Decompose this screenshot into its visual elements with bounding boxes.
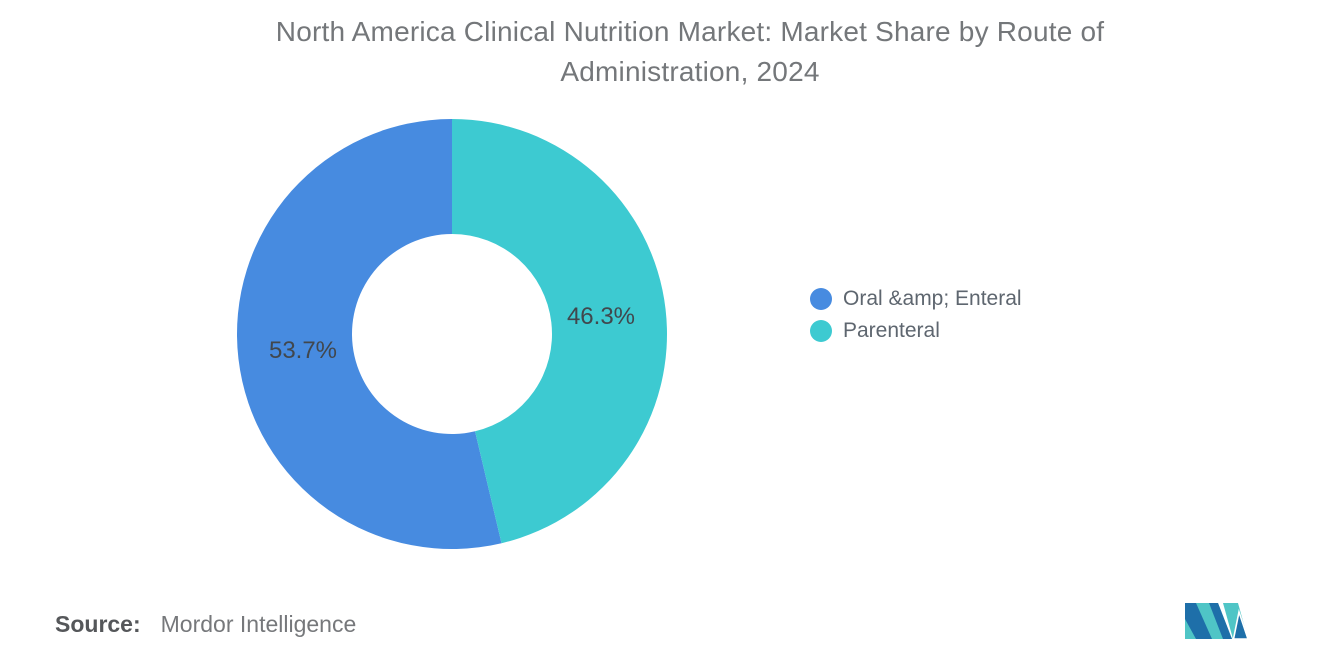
legend-item-oral-enteral[interactable]: Oral &amp; Enteral (810, 283, 1022, 315)
legend-label: Oral &amp; Enteral (843, 287, 1022, 310)
logo-shape-blue-band2 (1209, 603, 1232, 639)
slice-parenteral[interactable] (452, 119, 668, 544)
legend: Oral &amp; Enteral Parenteral (810, 283, 1022, 347)
legend-item-parenteral[interactable]: Parenteral (810, 315, 1022, 347)
source-line: Source: Mordor Intelligence (55, 611, 356, 638)
slice-oral-amp-enteral[interactable] (237, 119, 502, 549)
legend-marker-icon (810, 320, 832, 342)
slice-data-label: 46.3% (566, 302, 636, 330)
legend-marker-icon (810, 288, 832, 310)
legend-label: Parenteral (843, 319, 940, 342)
chart-title-line1: North America Clinical Nutrition Market:… (275, 16, 1105, 47)
logo-shape-blue-band1 (1185, 603, 1212, 639)
source-label: Source: (55, 611, 141, 637)
mordor-intelligence-logo (1185, 603, 1250, 640)
chart-title: North America Clinical Nutrition Market:… (60, 12, 1320, 92)
slice-data-label: 53.7% (268, 337, 338, 365)
chart-title-line2: Administration, 2024 (560, 56, 820, 87)
source-value: Mordor Intelligence (160, 611, 357, 637)
logo-shape-blue-triangle (1232, 608, 1250, 640)
